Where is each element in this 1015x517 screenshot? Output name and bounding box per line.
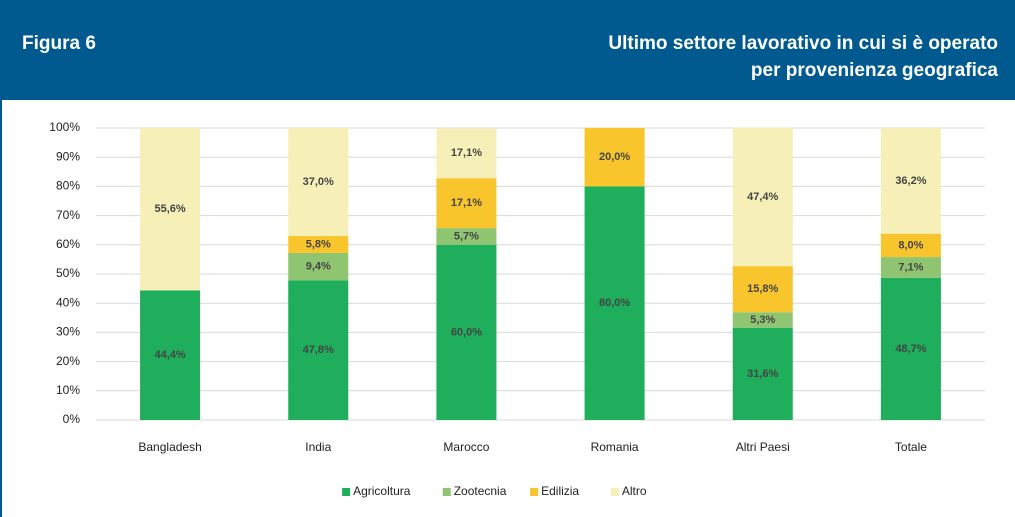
y-tick-label: 80% — [56, 179, 80, 193]
bar-segment — [436, 244, 497, 420]
value-label: 48,7% — [895, 343, 926, 355]
value-label: 5,7% — [454, 230, 479, 242]
value-label: 17,1% — [451, 147, 482, 159]
bar-segment — [140, 290, 201, 420]
figure-title: per provenienza geografica — [751, 60, 999, 81]
bar-segment — [436, 228, 497, 245]
bar-segment — [584, 186, 645, 420]
value-label: 36,2% — [895, 175, 926, 187]
bar-segment — [880, 257, 941, 278]
bar-segment — [880, 277, 941, 420]
legend-swatch — [610, 488, 619, 496]
y-tick-label: 60% — [56, 237, 80, 251]
header-band — [0, 0, 1015, 100]
bar-segment — [288, 236, 349, 253]
figure-title: Ultimo settore lavorativo in cui si è op… — [608, 33, 998, 54]
value-label: 5,8% — [306, 238, 331, 250]
value-label: 17,1% — [451, 197, 482, 209]
bar-segment — [584, 128, 645, 187]
x-tick-label: Totale — [895, 440, 927, 454]
bar-segment — [140, 128, 201, 291]
legend-swatch — [530, 488, 539, 496]
y-tick-label: 10% — [56, 383, 80, 397]
y-tick-label: 50% — [56, 266, 80, 280]
legend-label: Agricoltura — [353, 484, 411, 498]
bar-segment — [880, 128, 941, 234]
bar-segment — [436, 128, 497, 179]
value-label: 44,4% — [154, 349, 185, 361]
bar-segment — [880, 233, 941, 258]
value-label: 8,0% — [898, 239, 923, 251]
legend-swatch — [442, 488, 451, 496]
x-tick-label: Romania — [591, 440, 639, 454]
figure-label: Figura 6 — [22, 33, 96, 54]
value-label: 47,4% — [747, 191, 778, 203]
y-tick-label: 90% — [56, 149, 80, 163]
y-tick-label: 30% — [56, 325, 80, 339]
y-tick-label: 40% — [56, 295, 80, 309]
value-label: 7,1% — [898, 261, 923, 273]
value-label: 37,0% — [303, 176, 334, 188]
bar-segment — [732, 327, 793, 420]
bar-segment — [288, 280, 349, 420]
value-label: 60,0% — [451, 326, 482, 338]
legend-label: Zootecnia — [454, 484, 507, 498]
x-tick-label: Marocco — [443, 440, 489, 454]
x-tick-label: Bangladesh — [138, 440, 201, 454]
value-label: 80,0% — [599, 297, 630, 309]
bar-segment — [732, 312, 793, 328]
bar-segment — [288, 252, 349, 281]
bar-segment — [436, 178, 497, 229]
legend-label: Altro — [622, 484, 647, 498]
value-label: 15,8% — [747, 283, 778, 295]
value-label: 5,3% — [750, 314, 775, 326]
y-tick-label: 0% — [63, 412, 81, 426]
value-label: 47,8% — [303, 344, 334, 356]
legend-label: Edilizia — [541, 484, 579, 498]
x-tick-label: Altri Paesi — [736, 440, 790, 454]
value-label: 31,6% — [747, 368, 778, 380]
bar-segment — [732, 127, 793, 267]
value-label: 55,6% — [154, 203, 185, 215]
bar-segment — [288, 128, 349, 237]
bar-segment — [732, 266, 793, 313]
value-label: 9,4% — [306, 261, 331, 273]
legend-swatch — [342, 488, 351, 496]
y-tick-label: 20% — [56, 354, 80, 368]
value-label: 20,0% — [599, 151, 630, 163]
y-tick-label: 100% — [49, 120, 80, 134]
x-tick-label: India — [305, 440, 331, 454]
y-tick-label: 70% — [56, 208, 80, 222]
